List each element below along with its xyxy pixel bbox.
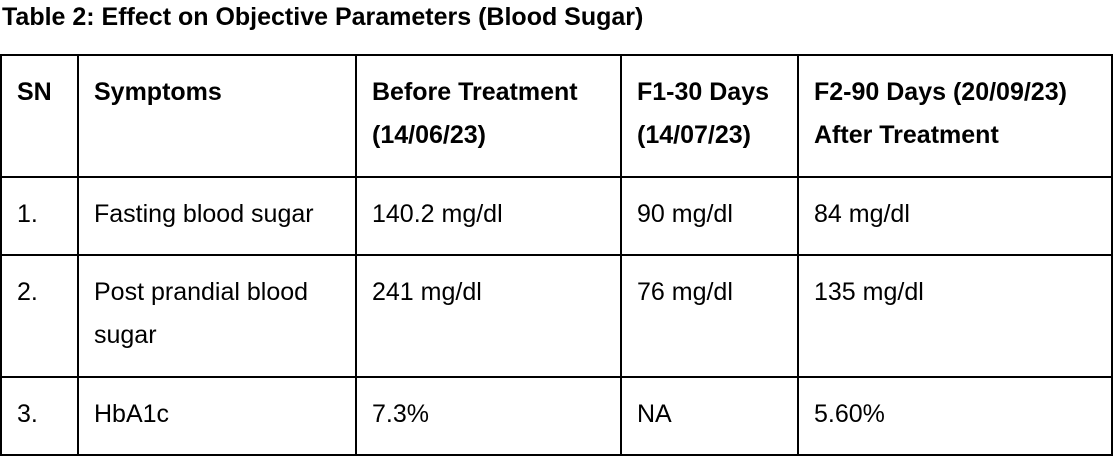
table-header: SN Symptoms Before Treatment (14/06/23) F… <box>0 54 1113 178</box>
table-row: 3. HbA1c 7.3% NA 5.60% <box>0 376 1113 456</box>
cell-f2: 84 mg/dl <box>797 176 1113 256</box>
cell-symptom: HbA1c <box>77 376 357 456</box>
cell-f2: 135 mg/dl <box>797 254 1113 378</box>
table-caption: Table 2: Effect on Objective Parameters … <box>2 3 644 31</box>
cell-symptom: Post prandial blood sugar <box>77 254 357 378</box>
table-body: 1. Fasting blood sugar 140.2 mg/dl 90 mg… <box>0 176 1113 456</box>
cell-before: 241 mg/dl <box>355 254 622 378</box>
table-row: 2. Post prandial blood sugar 241 mg/dl 7… <box>0 254 1113 378</box>
blood-sugar-table: SN Symptoms Before Treatment (14/06/23) F… <box>0 54 1113 456</box>
header-before-date: (14/06/23) <box>372 121 486 149</box>
cell-f2: 5.60% <box>797 376 1113 456</box>
header-f2-subtitle: After Treatment <box>814 121 999 149</box>
cell-before: 7.3% <box>355 376 622 456</box>
header-sn-label: SN <box>17 78 52 106</box>
cell-f1: 76 mg/dl <box>620 254 799 378</box>
header-row: SN Symptoms Before Treatment (14/06/23) F… <box>0 54 1113 178</box>
header-symptoms: Symptoms <box>77 54 357 178</box>
header-sn: SN <box>0 54 79 178</box>
header-symptoms-label: Symptoms <box>94 78 222 106</box>
header-f1-date: (14/07/23) <box>637 121 751 149</box>
header-before-label: Before Treatment <box>372 78 578 106</box>
cell-symptom: Fasting blood sugar <box>77 176 357 256</box>
cell-f1: 90 mg/dl <box>620 176 799 256</box>
header-f2-label: F2-90 Days (20/09/23) <box>814 78 1067 106</box>
header-f1-label: F1-30 Days <box>637 78 770 106</box>
table-row: 1. Fasting blood sugar 140.2 mg/dl 90 mg… <box>0 176 1113 256</box>
cell-sn: 3. <box>0 376 79 456</box>
cell-f1: NA <box>620 376 799 456</box>
cell-before: 140.2 mg/dl <box>355 176 622 256</box>
header-f2: F2-90 Days (20/09/23) After Treatment <box>797 54 1113 178</box>
cell-sn: 2. <box>0 254 79 378</box>
header-before-treatment: Before Treatment (14/06/23) <box>355 54 622 178</box>
cell-sn: 1. <box>0 176 79 256</box>
header-f1: F1-30 Days (14/07/23) <box>620 54 799 178</box>
